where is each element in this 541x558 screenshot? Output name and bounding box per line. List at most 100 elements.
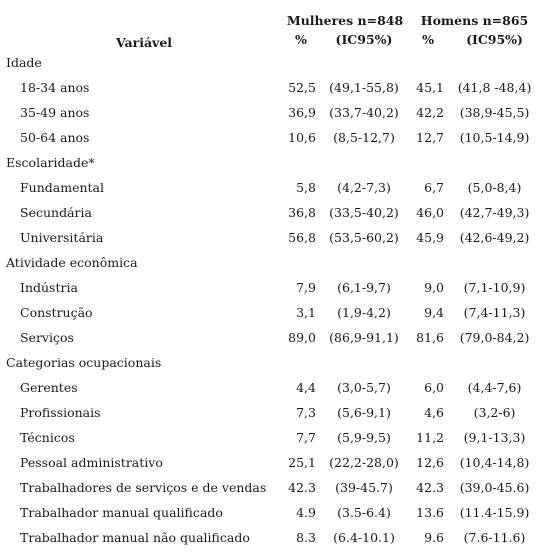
category-label: Escolaridade* — [6, 155, 95, 170]
row-label: Pessoal administrativo — [20, 455, 163, 470]
table-row: Técnicos 7,7 (5,9-9,5) 11,2 (9,1-13,3) — [0, 425, 541, 450]
women-pct-cell: 36,8 — [288, 205, 316, 220]
men-pct-cell: 12,7 — [416, 130, 445, 145]
men-pct-cell: 6,7 — [424, 180, 445, 195]
women-ci-cell: (1,9-4,2) — [337, 305, 391, 320]
women-pct-cell: 8.3 — [296, 530, 316, 545]
category-label: Idade — [6, 55, 42, 70]
row-label: Trabalhador manual qualificado — [20, 505, 223, 520]
row-label: 50-64 anos — [20, 130, 90, 145]
variable-header: Variável — [115, 35, 173, 50]
women-pct-cell: 3,1 — [296, 305, 316, 320]
women-ci-cell: (5,9-9,5) — [337, 430, 391, 445]
women-ci-cell: (49,1-55,8) — [329, 80, 399, 95]
table-row: Pessoal administrativo 25,1 (22,2-28,0) 12,… — [0, 450, 541, 475]
men-ci-cell: (5,0-8,4) — [467, 180, 522, 195]
men-ci-cell: (7,4-11,3) — [463, 305, 526, 320]
table-row: 35-49 anos 36,9 (33,7-40,2) 42,2 (38,9-45,5) — [0, 100, 541, 125]
row-label: Universitária — [20, 230, 104, 245]
row-label: Trabalhadores de serviços e de vendas — [20, 480, 267, 495]
women-ci-header: (IC95%) — [335, 31, 393, 47]
women-ci-cell: (3,0-5,7) — [337, 380, 391, 395]
women-ci-cell: (86,9-91,1) — [329, 330, 399, 345]
table-row: Universitária 56,8 (53,5-60,2) 45,9 (42,6-49… — [0, 225, 541, 250]
men-pct-cell: 45,9 — [416, 230, 445, 245]
table-row: Trabalhador manual não qualificado 8.3 (6.… — [0, 525, 541, 550]
men-pct-cell: 4,6 — [424, 405, 445, 420]
men-ci-cell: (9,1-13,3) — [463, 430, 526, 445]
category-row: Escolaridade* — [0, 150, 541, 175]
women-ci-cell: (4,2-7,3) — [337, 180, 391, 195]
women-pct-cell: 10,6 — [288, 130, 316, 145]
table-row: Serviços 89,0 (86,9-91,1) 81,6 (79,0-84,2) — [0, 325, 541, 350]
table-row: Trabalhadores de serviços e de vendas 42.… — [0, 475, 541, 500]
men-ci-cell: (42,7-49,3) — [459, 205, 530, 220]
men-pct-cell: 42.3 — [416, 480, 445, 495]
women-pct-cell: 7,3 — [296, 405, 316, 420]
row-label: Técnicos — [20, 430, 75, 445]
women-pct-cell: 25,1 — [288, 455, 316, 470]
women-ci-cell: (33,5-40,2) — [329, 205, 399, 220]
men-ci-cell: (11.4-15.9) — [459, 505, 530, 520]
men-ci-cell: (79,0-84,2) — [459, 330, 530, 345]
men-pct-cell: 9,4 — [424, 305, 445, 320]
men-pct-cell: 12,6 — [416, 455, 445, 470]
men-ci-header: (IC95%) — [466, 31, 523, 47]
table-row: Fundamental 5,8 (4,2-7,3) 6,7 (5,0-8,4) — [0, 175, 541, 200]
table-row: Gerentes 4,4 (3,0-5,7) 6,0 (4,4-7,6) — [0, 375, 541, 400]
row-label: 18-34 anos — [20, 80, 90, 95]
category-row: Categorias ocupacionais — [0, 350, 541, 375]
women-ci-cell: (22,2-28,0) — [329, 455, 399, 470]
men-pct-cell: 11,2 — [416, 430, 445, 445]
men-pct-cell: 9,0 — [424, 280, 445, 295]
table-body: Idade 18-34 anos 52,5 (49,1-55,8) 45,1 (41,8 … — [0, 50, 541, 550]
men-ci-cell: (41,8 -48,4) — [457, 80, 532, 95]
women-pct-header: % — [295, 31, 307, 47]
women-ci-cell: (5,6-9,1) — [337, 405, 391, 420]
men-pct-cell: 13.6 — [416, 505, 445, 520]
women-pct-cell: 4,4 — [296, 380, 316, 395]
men-ci-cell: (38,9-45,5) — [459, 105, 530, 120]
men-pct-cell: 45,1 — [416, 80, 445, 95]
category-label: Atividade econômica — [6, 255, 138, 270]
women-pct-cell: 4.9 — [296, 505, 316, 520]
row-label: Fundamental — [20, 180, 105, 195]
women-pct-cell: 56,8 — [288, 230, 316, 245]
table-row: Indústria 7,9 (6,1-9,7) 9,0 (7,1-10,9) — [0, 275, 541, 300]
table-row: 50-64 anos 10,6 (8,5-12,7) 12,7 (10,5-14,9) — [0, 125, 541, 150]
women-pct-cell: 89,0 — [288, 330, 316, 345]
row-label: 35-49 anos — [20, 105, 90, 120]
table-row: Profissionais 7,3 (5,6-9,1) 4,6 (3,2-6) — [0, 400, 541, 425]
table-row: Trabalhador manual qualificado 4.9 (3.5-6.… — [0, 500, 541, 525]
category-label: Categorias ocupacionais — [6, 355, 162, 370]
men-ci-cell: (7,1-10,9) — [463, 280, 526, 295]
women-ci-cell: (3.5-6.4) — [337, 505, 391, 520]
table-row: Construção 3,1 (1,9-4,2) 9,4 (7,4-11,3) — [0, 300, 541, 325]
table-row: Secundária 36,8 (33,5-40,2) 46,0 (42,7-49,3) — [0, 200, 541, 225]
men-ci-cell: (7.6-11.6) — [463, 530, 526, 545]
men-pct-header: % — [422, 31, 434, 47]
women-pct-cell: 5,8 — [296, 180, 316, 195]
row-label: Indústria — [20, 280, 78, 295]
row-label: Gerentes — [20, 380, 78, 395]
women-ci-cell: (33,7-40,2) — [329, 105, 399, 120]
women-pct-cell: 7,7 — [296, 430, 316, 445]
row-label: Serviços — [20, 330, 74, 345]
women-pct-cell: 52,5 — [288, 80, 316, 95]
table-row: 18-34 anos 52,5 (49,1-55,8) 45,1 (41,8 -48,4… — [0, 75, 541, 100]
men-ci-cell: (4,4-7,6) — [467, 380, 522, 395]
men-pct-cell: 81,6 — [416, 330, 445, 345]
row-label: Construção — [20, 305, 93, 320]
women-ci-cell: (6.4-10.1) — [333, 530, 395, 545]
men-ci-cell: (10,4-14,8) — [459, 455, 530, 470]
men-pct-cell: 6,0 — [424, 380, 445, 395]
table-header: Variável Mulheres n=848 Homens n=865 % (… — [0, 6, 541, 50]
women-header: Mulheres n=848 — [286, 13, 404, 28]
row-label: Profissionais — [20, 405, 101, 420]
men-ci-cell: (42,6-49,2) — [459, 230, 530, 245]
men-header: Homens n=865 — [420, 13, 529, 28]
women-pct-cell: 7,9 — [296, 280, 316, 295]
women-pct-cell: 42.3 — [288, 480, 316, 495]
women-ci-cell: (53,5-60,2) — [329, 230, 399, 245]
